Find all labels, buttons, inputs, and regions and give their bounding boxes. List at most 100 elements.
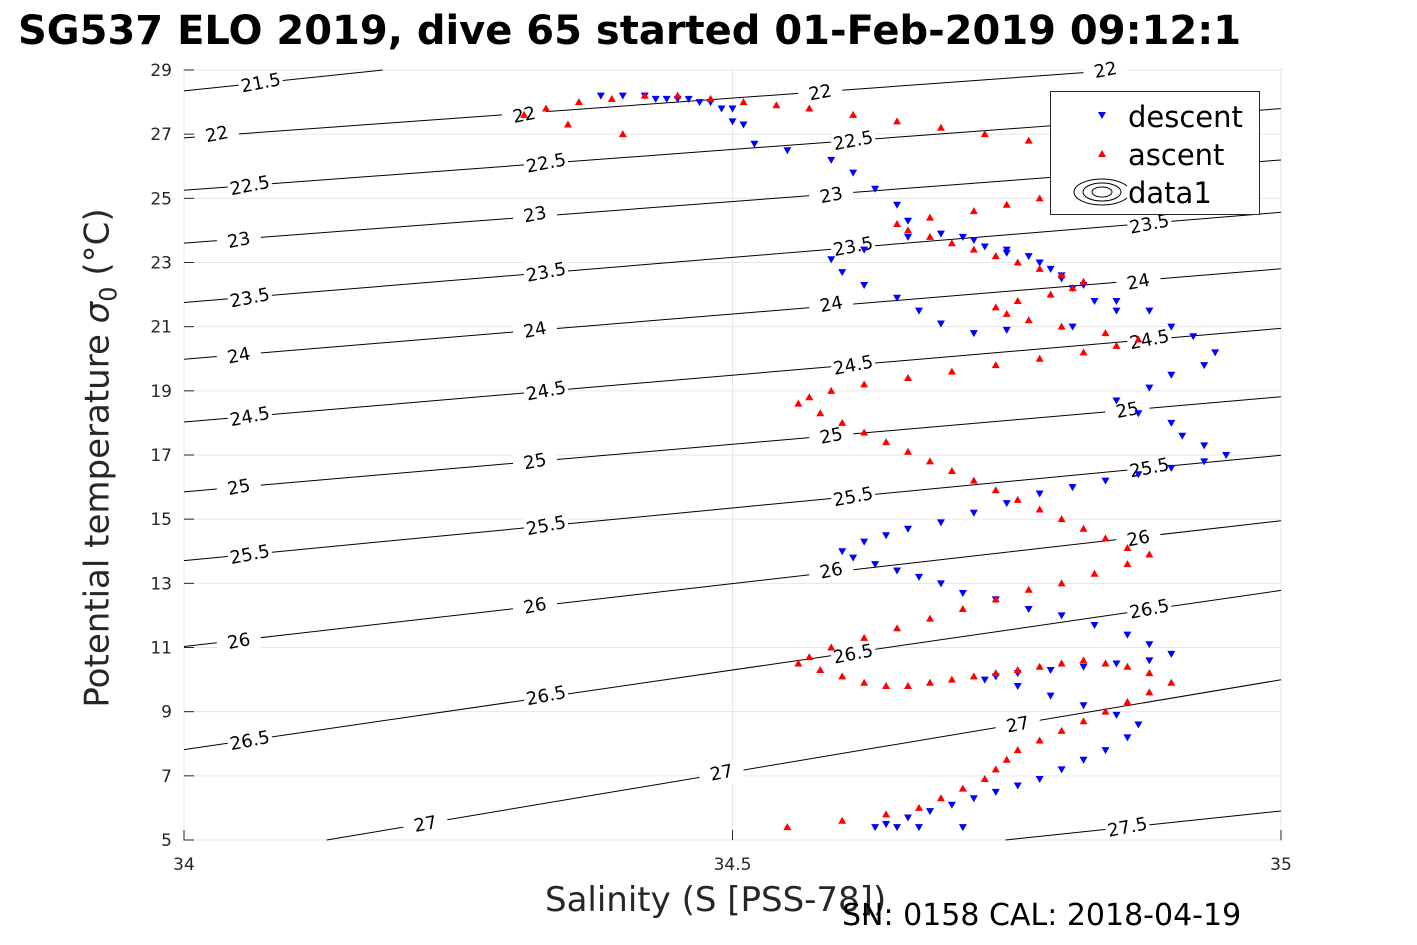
descent-point bbox=[980, 676, 989, 684]
descent-point bbox=[1112, 298, 1121, 305]
ascent-point bbox=[958, 784, 967, 792]
descent-point bbox=[1035, 490, 1044, 498]
y-tick-label: 11 bbox=[150, 639, 172, 659]
contour-label-bg bbox=[227, 728, 272, 751]
legend-label-descent: descent bbox=[1128, 100, 1243, 134]
ascent-point bbox=[1101, 534, 1110, 542]
ascent-point bbox=[1145, 688, 1154, 696]
contour-label-bg bbox=[809, 423, 854, 446]
contour-label-bg bbox=[831, 641, 876, 664]
descent-point bbox=[936, 230, 945, 238]
descent-point bbox=[893, 294, 902, 302]
contour-icon bbox=[1073, 178, 1127, 206]
descent-point bbox=[904, 217, 913, 225]
contour-label: 22 bbox=[1092, 58, 1118, 83]
ascent-point bbox=[882, 682, 891, 689]
ascent-point bbox=[1123, 544, 1132, 552]
contour-label-bg bbox=[524, 513, 569, 536]
ascent-point bbox=[827, 643, 836, 651]
ascent-point bbox=[1024, 136, 1033, 144]
ascent-point bbox=[860, 380, 869, 388]
ascent-point bbox=[783, 823, 792, 831]
ascent-point bbox=[1134, 335, 1143, 343]
ascent-point bbox=[925, 457, 934, 465]
ascent-point bbox=[1079, 277, 1088, 285]
ascent-point bbox=[1145, 669, 1154, 677]
ascent-point bbox=[816, 409, 825, 417]
ascent-point bbox=[1068, 284, 1077, 292]
contour-label-bg bbox=[1127, 327, 1172, 350]
descent-point bbox=[871, 185, 880, 193]
ascent-point bbox=[1057, 659, 1066, 667]
ascent-point bbox=[991, 361, 1000, 369]
ascent-point bbox=[838, 816, 847, 824]
descent-point bbox=[860, 538, 869, 546]
descent-point bbox=[849, 554, 858, 562]
descent-point bbox=[1123, 734, 1132, 742]
descent-point bbox=[1002, 500, 1011, 508]
descent-point bbox=[1134, 471, 1143, 479]
contour-label: 25 bbox=[818, 424, 844, 449]
contour-label: 26 bbox=[226, 629, 252, 654]
ascent-point bbox=[772, 101, 781, 109]
descent-point bbox=[1123, 631, 1132, 639]
descent-point bbox=[596, 92, 605, 100]
ascent-point bbox=[1079, 524, 1088, 532]
descent-point bbox=[936, 320, 945, 328]
ascent-point bbox=[739, 98, 748, 106]
contour-line-24-5 bbox=[183, 327, 1282, 423]
ascent-point bbox=[991, 486, 1000, 494]
descent-point bbox=[1200, 442, 1209, 450]
descent-point bbox=[936, 519, 945, 527]
legend-item-ascent: ascent bbox=[1051, 136, 1259, 172]
ascent-point bbox=[904, 682, 913, 689]
ascent-point bbox=[849, 110, 858, 118]
descent-point bbox=[1112, 711, 1121, 719]
contour-label-bg bbox=[513, 449, 558, 472]
ascent-point bbox=[1013, 258, 1022, 266]
ascent-point bbox=[706, 94, 715, 102]
descent-point bbox=[849, 169, 858, 177]
descent-point bbox=[1046, 692, 1055, 700]
descent-point bbox=[717, 105, 726, 113]
legend-label-data1: data1 bbox=[1128, 176, 1212, 210]
ascent-point bbox=[969, 245, 978, 253]
ascent-point bbox=[827, 386, 836, 394]
y-tick-label: 5 bbox=[161, 831, 172, 851]
ascent-point bbox=[1101, 329, 1110, 337]
contour-label-bg bbox=[216, 343, 261, 366]
descent-point bbox=[871, 561, 880, 569]
ascent-point bbox=[1057, 515, 1066, 523]
descent-point bbox=[1167, 464, 1176, 472]
contour-label-bg bbox=[227, 542, 272, 565]
ascent-point bbox=[860, 633, 869, 641]
contour-label: 22 bbox=[204, 122, 230, 147]
descent-point bbox=[904, 525, 913, 533]
contour-line-26-5 bbox=[183, 589, 1282, 751]
contour-line-22 bbox=[183, 69, 1121, 139]
contour-line-25 bbox=[183, 396, 1282, 493]
ascent-point bbox=[860, 678, 869, 686]
descent-point bbox=[1013, 683, 1022, 690]
contour-label-bg bbox=[1116, 269, 1161, 292]
x-tick-label: 34.5 bbox=[714, 855, 752, 875]
contour-line-25-5 bbox=[183, 454, 1282, 562]
ascent-point bbox=[1057, 322, 1066, 330]
descent-point bbox=[838, 548, 847, 556]
contour-label-bg bbox=[831, 353, 876, 376]
descent-point bbox=[860, 246, 869, 254]
contour-label-bg bbox=[1127, 212, 1172, 234]
ascent-point bbox=[1145, 550, 1154, 558]
descent-point bbox=[1145, 657, 1154, 665]
ascent-point bbox=[1035, 662, 1044, 670]
descent-point bbox=[1134, 721, 1143, 729]
ascent-point bbox=[563, 120, 572, 128]
ascent-point bbox=[673, 91, 682, 99]
descent-point bbox=[969, 237, 978, 245]
ascent-point bbox=[860, 428, 869, 436]
contour-label-bg bbox=[238, 70, 283, 93]
legend-item-descent: descent bbox=[1051, 98, 1259, 134]
descent-point bbox=[958, 233, 967, 241]
contour-label: 26 bbox=[522, 594, 548, 619]
ascent-point bbox=[947, 675, 956, 683]
